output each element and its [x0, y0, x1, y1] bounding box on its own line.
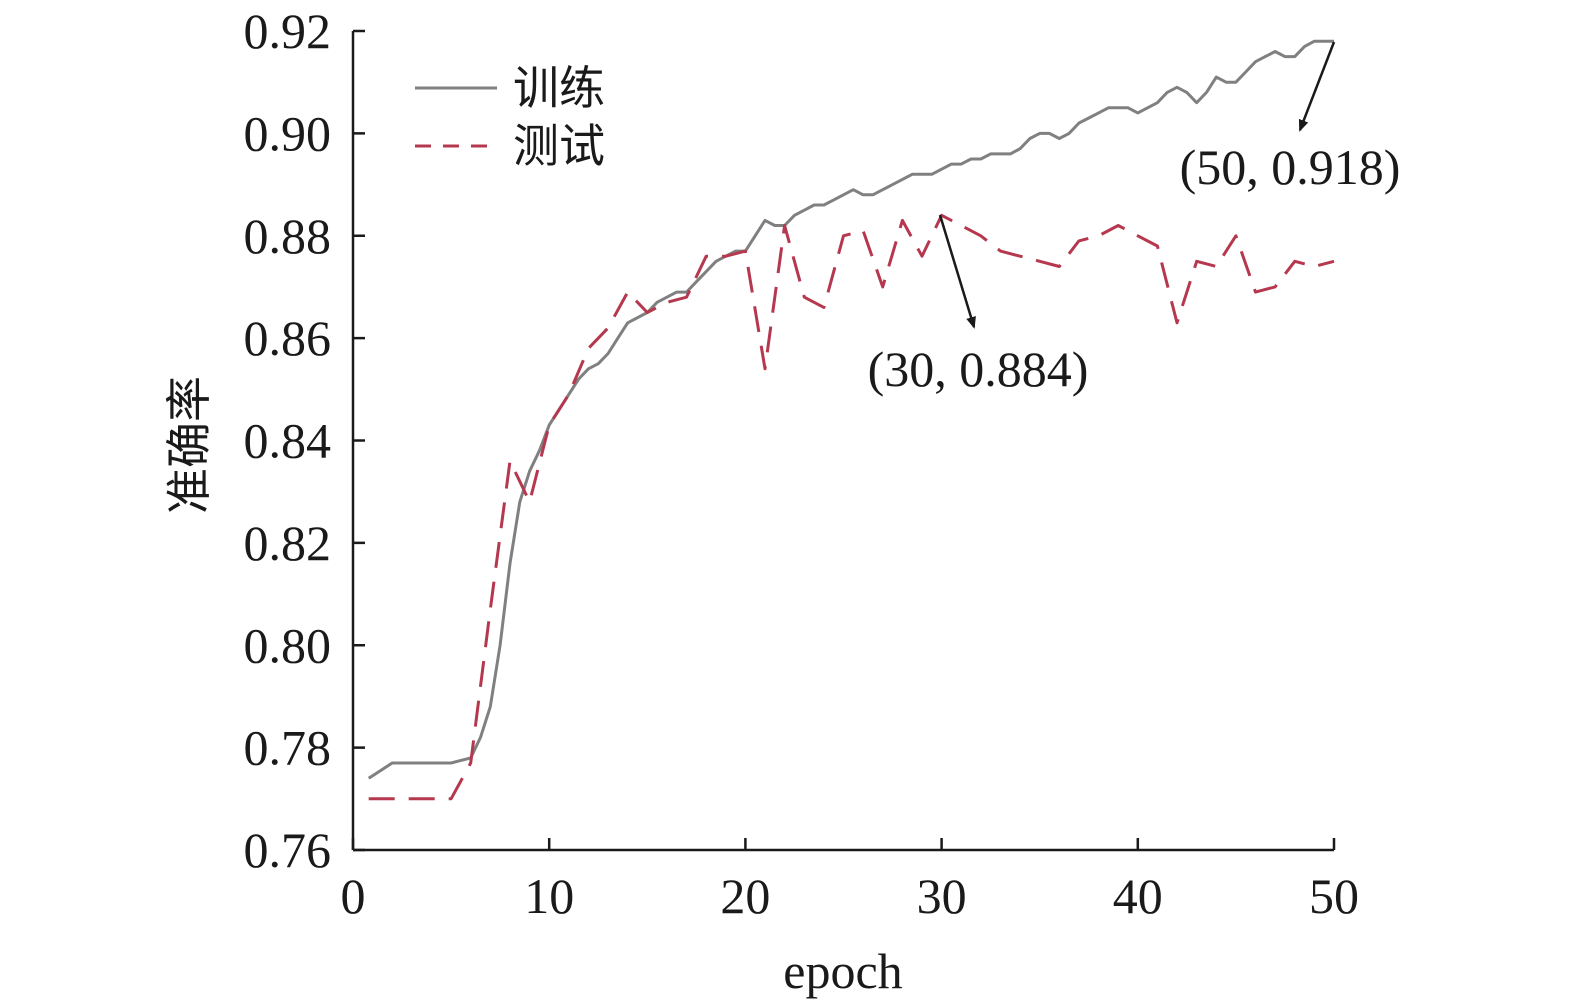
legend-label-train: 训练 — [513, 61, 605, 115]
x-tick-label: 20 — [720, 868, 770, 924]
annotation-label: (50, 0.918) — [1180, 139, 1401, 195]
y-tick-label: 0.86 — [244, 310, 332, 366]
series-layer — [367, 39, 1335, 801]
y-axis-title: 准确率 — [162, 376, 216, 514]
y-tick-label: 0.80 — [244, 617, 332, 673]
y-tick-label: 0.78 — [244, 720, 332, 776]
annotation-label: (30, 0.884) — [868, 341, 1089, 397]
annotation-layer: (50, 0.918) (30, 0.884) — [868, 41, 1401, 397]
annotation-arrow — [1298, 41, 1336, 132]
annotation-arrow — [938, 214, 976, 329]
y-tick-label: 0.90 — [244, 105, 332, 161]
legend-label-test: 测试 — [513, 119, 605, 173]
x-axis-title: epoch — [783, 943, 902, 999]
y-tick-label: 0.88 — [244, 208, 332, 264]
x-tick-label: 40 — [1113, 868, 1163, 924]
y-tick-label: 0.82 — [244, 515, 332, 571]
x-tick-label: 30 — [917, 868, 967, 924]
y-tick-label: 0.84 — [244, 413, 332, 469]
x-tick-label: 0 — [341, 868, 366, 924]
axes: 0.76 0.78 0.80 0.82 0.84 0.86 0.88 0.90 0.92 0 10 2… — [244, 3, 1360, 924]
y-tick-label: 0.76 — [244, 822, 332, 878]
x-tick-label: 50 — [1309, 868, 1359, 924]
y-tick-label: 0.92 — [244, 3, 332, 59]
series-line-test — [368, 213, 1335, 801]
x-tick-label: 10 — [524, 868, 574, 924]
